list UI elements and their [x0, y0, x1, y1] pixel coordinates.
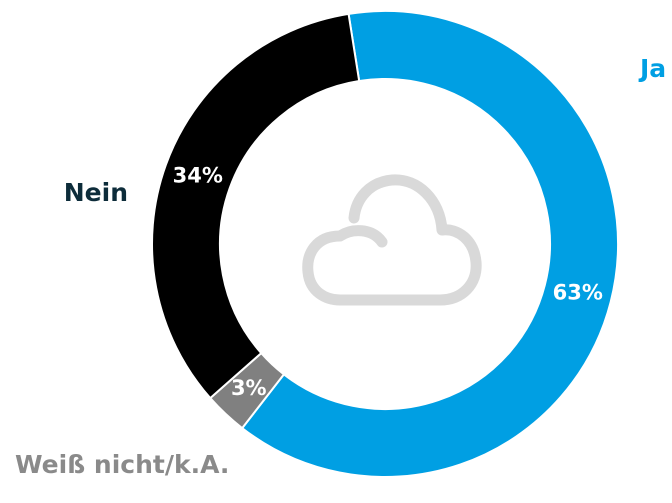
donut-segment: [151, 12, 361, 400]
category-label: Ja: [638, 54, 666, 83]
cloud-icon: [302, 174, 482, 306]
category-label: Weiß nicht/k.A.: [15, 450, 229, 479]
value-label: 63%: [553, 280, 603, 304]
value-label: 3%: [231, 376, 267, 400]
value-label: 34%: [173, 164, 223, 188]
donut-segment: [240, 10, 619, 478]
category-label: Nein: [64, 178, 128, 207]
